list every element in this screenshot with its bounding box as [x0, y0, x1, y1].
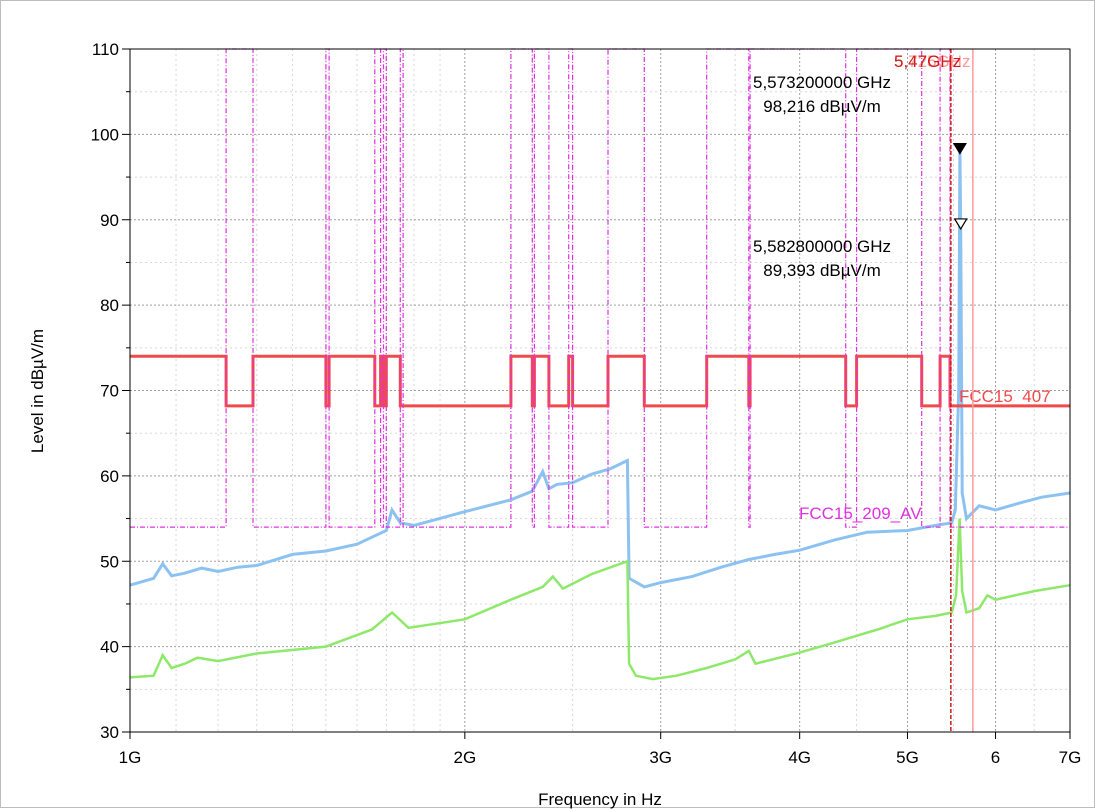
- limit-label-fcc15-209: FCC15_209_AV: [799, 504, 922, 523]
- marker-level-label: 98,216 dBµV/m: [763, 97, 881, 116]
- x-tick-label: 2G: [453, 748, 476, 767]
- x-tick-label: 1G: [119, 748, 142, 767]
- series-layer: FCC15_407 FCC15_209_AV: [129, 48, 1071, 681]
- y-axis-title: Level in dBµV/m: [28, 329, 47, 453]
- marker-layer: 5,573200000 GHz 98,216 dBµV/m 5,582800000 …: [753, 73, 968, 280]
- y-tick-label: 100: [91, 125, 119, 144]
- marker-triangle: [953, 218, 968, 231]
- marker-frequency-label: 5,582800000 GHz: [753, 237, 891, 256]
- x-axis-title: Frequency in Hz: [538, 790, 662, 809]
- x-tick-label: 6: [991, 748, 1000, 767]
- marker-level-label: 89,393 dBµV/m: [763, 261, 881, 280]
- marker-frequency-label: 5,573200000 GHz: [753, 73, 891, 92]
- y-tick-label: 50: [100, 552, 119, 571]
- vline-label-overlap: 5,725GHz: [894, 52, 971, 71]
- peak-trace: [129, 149, 1071, 589]
- y-tick-label: 110: [92, 40, 119, 59]
- vline-label-primary: 5,47GHz: [894, 52, 961, 71]
- x-tick-label: 7G: [1059, 748, 1082, 767]
- marker-triangle: [952, 143, 967, 155]
- y-tick-label: 90: [100, 211, 119, 230]
- y-tick-label: 40: [100, 638, 119, 657]
- y-tick-label: 70: [100, 382, 119, 401]
- x-tick-label: 4G: [788, 748, 811, 767]
- y-tick-label: 30: [100, 723, 119, 742]
- y-tick-label: 80: [100, 296, 119, 315]
- tick-labels: 30 40 50 60 70 80 90 100 110 1G 2G 3G 4G 5G 6 7G: [91, 40, 1082, 767]
- limit-label-fcc15-407: FCC15_407: [959, 387, 1051, 406]
- y-tick-label: 60: [100, 467, 119, 486]
- average-trace: [129, 518, 1071, 681]
- x-tick-label: 3G: [649, 748, 672, 767]
- x-tick-label: 5G: [896, 748, 919, 767]
